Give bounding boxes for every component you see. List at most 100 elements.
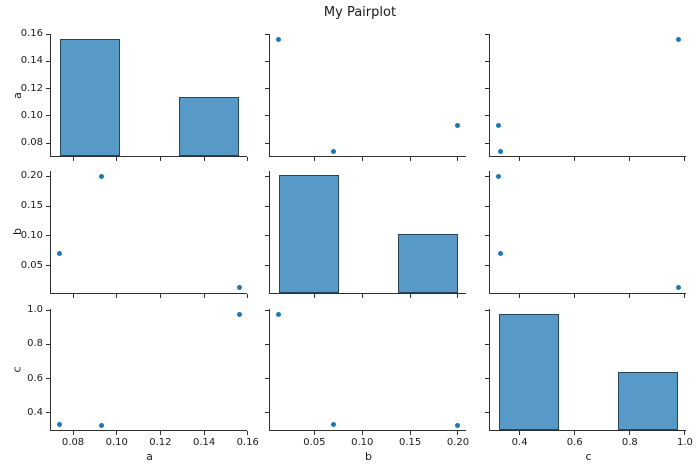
y-tick-label: 0.6: [27, 372, 43, 384]
scatter-point: [276, 37, 282, 43]
x-axis-label: c: [585, 450, 592, 463]
subplot-b-vs-a: 0.05 0.10 0.15 0.20 b: [11, 170, 249, 298]
subplot-c-vs-b: 0.05 0.10 0.15 0.20 b: [265, 309, 469, 463]
x-tick-mark: [457, 431, 459, 435]
x-tick-mark: [203, 157, 205, 161]
y-tick-mark: [46, 265, 50, 267]
x-tick-mark: [313, 293, 315, 298]
x-tick-mark: [629, 157, 631, 161]
y-tick-mark: [485, 235, 489, 237]
y-tick-label: 0.8: [27, 338, 43, 350]
x-tick-label: 0.08: [61, 437, 85, 448]
y-tick-label: 1.0: [27, 304, 43, 316]
scatter-point: [330, 422, 336, 428]
y-tick-mark: [485, 205, 489, 207]
x-tick-mark: [159, 157, 161, 161]
y-tick-mark: [46, 88, 50, 90]
x-tick-mark: [247, 293, 249, 298]
y-tick-label: 0.14: [20, 55, 43, 67]
x-tick-label: 0.12: [149, 437, 172, 448]
scatter-point: [57, 422, 63, 428]
scatter-point: [236, 285, 242, 291]
y-tick-label: 0.10: [20, 229, 43, 241]
histogram-bar: [498, 313, 559, 430]
histogram-bar: [278, 175, 339, 293]
x-tick-mark: [247, 157, 249, 161]
y-tick-mark: [265, 60, 269, 62]
histogram-bar: [618, 371, 679, 430]
subplot-hist-a: 0.08 0.10 0.12 0.14 0.16 a: [11, 28, 249, 161]
y-tick-label: 0.08: [20, 137, 43, 149]
subplot-c-vs-a: 0.08 0.10 0.12 0.14 0.16 0.4 0.6 0.8 1.0 a c: [11, 304, 259, 463]
y-tick-mark: [46, 33, 50, 35]
scatter-point: [675, 37, 681, 43]
y-tick-label: 0.20: [20, 170, 43, 182]
histogram-bar: [59, 38, 120, 156]
y-tick-mark: [485, 115, 489, 117]
y-tick-mark: [46, 378, 50, 380]
y-tick-label: 0.16: [20, 28, 43, 40]
x-tick-mark: [409, 293, 411, 298]
y-tick-label: 0.4: [27, 406, 43, 418]
x-tick-mark: [72, 431, 74, 435]
scatter-point: [496, 123, 502, 128]
scatter-point: [675, 285, 681, 291]
y-tick-mark: [265, 205, 269, 207]
subplot-hist-c: 0.4 0.6 0.8 1.0 c: [485, 309, 693, 463]
x-tick-mark: [116, 157, 118, 161]
y-tick-mark: [46, 115, 50, 117]
x-tick-mark: [361, 431, 363, 435]
x-tick-mark: [629, 293, 631, 298]
x-tick-label: 0.10: [105, 437, 128, 448]
y-tick-mark: [485, 265, 489, 267]
x-tick-mark: [574, 431, 576, 435]
figure-title: My Pairplot: [323, 5, 397, 20]
y-tick-mark: [485, 175, 489, 177]
y-tick-mark: [46, 175, 50, 177]
scatter-point: [98, 173, 104, 179]
subplot-a-vs-b: [265, 33, 466, 161]
y-tick-mark: [485, 343, 489, 345]
subplot-a-vs-c: [485, 33, 686, 161]
y-tick-mark: [485, 412, 489, 414]
scatter-point: [455, 422, 461, 428]
x-tick-mark: [247, 431, 249, 435]
y-tick-mark: [485, 88, 489, 90]
subplot-b-vs-c: [485, 170, 686, 298]
x-tick-mark: [519, 157, 521, 161]
y-tick-mark: [46, 309, 50, 311]
x-tick-mark: [409, 157, 411, 161]
y-tick-mark: [46, 412, 50, 414]
x-tick-mark: [203, 431, 205, 435]
x-tick-mark: [519, 293, 521, 298]
y-axis-label: c: [10, 366, 24, 373]
scatter-point: [98, 422, 104, 428]
y-tick-mark: [485, 33, 489, 35]
scatter-point: [455, 123, 461, 128]
x-tick-mark: [116, 431, 118, 435]
x-tick-mark: [574, 293, 576, 298]
x-tick-mark: [684, 293, 686, 298]
y-tick-mark: [46, 205, 50, 207]
x-tick-label: 0.20: [446, 437, 470, 448]
histogram-bar: [179, 97, 240, 156]
y-tick-label: 0.10: [20, 109, 43, 121]
y-tick-label: 0.05: [20, 259, 43, 271]
y-tick-mark: [265, 142, 269, 144]
y-tick-mark: [46, 60, 50, 62]
x-tick-mark: [361, 293, 363, 298]
x-tick-label: 0.4: [511, 437, 528, 448]
x-tick-label: 1.0: [676, 437, 693, 448]
y-tick-mark: [265, 378, 269, 380]
y-tick-mark: [265, 33, 269, 35]
x-tick-mark: [361, 157, 363, 161]
x-tick-mark: [409, 431, 411, 435]
x-tick-mark: [313, 157, 315, 161]
y-tick-mark: [265, 265, 269, 267]
x-tick-mark: [313, 431, 315, 435]
y-tick-mark: [46, 142, 50, 144]
x-tick-label: 0.05: [303, 437, 326, 448]
x-tick-label: 0.10: [351, 437, 374, 448]
x-tick-label: 0.15: [398, 437, 422, 448]
x-tick-mark: [574, 157, 576, 161]
